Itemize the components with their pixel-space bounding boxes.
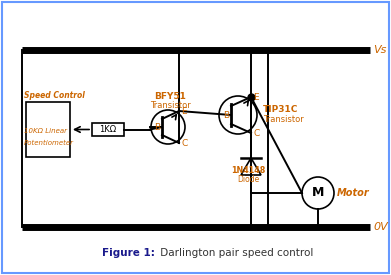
Text: 1KΩ: 1KΩ xyxy=(99,125,117,134)
Text: Transistor: Transistor xyxy=(150,101,190,110)
Text: Vs: Vs xyxy=(373,45,386,55)
Text: 1N4148: 1N4148 xyxy=(231,166,265,175)
FancyBboxPatch shape xyxy=(26,102,70,157)
FancyBboxPatch shape xyxy=(2,2,389,273)
Text: Potentiometer: Potentiometer xyxy=(24,140,74,146)
Text: 10KΩ Linear: 10KΩ Linear xyxy=(24,128,67,134)
Text: Transistor: Transistor xyxy=(263,116,304,125)
Text: C: C xyxy=(253,128,259,138)
Text: BFY51: BFY51 xyxy=(154,92,186,101)
Text: Motor: Motor xyxy=(337,188,369,198)
Text: B: B xyxy=(154,122,160,131)
Text: E: E xyxy=(253,92,258,101)
FancyBboxPatch shape xyxy=(92,123,124,136)
Text: Darlington pair speed control: Darlington pair speed control xyxy=(157,248,313,258)
Text: Speed Control: Speed Control xyxy=(24,91,85,100)
Text: Figure 1:: Figure 1: xyxy=(102,248,155,258)
Text: E: E xyxy=(181,106,187,115)
Text: M: M xyxy=(312,186,324,199)
Text: 0V: 0V xyxy=(373,222,388,232)
Text: TIP31C: TIP31C xyxy=(263,106,298,114)
Text: C: C xyxy=(181,139,187,147)
Text: Diode: Diode xyxy=(237,175,259,184)
Text: B: B xyxy=(223,111,229,120)
